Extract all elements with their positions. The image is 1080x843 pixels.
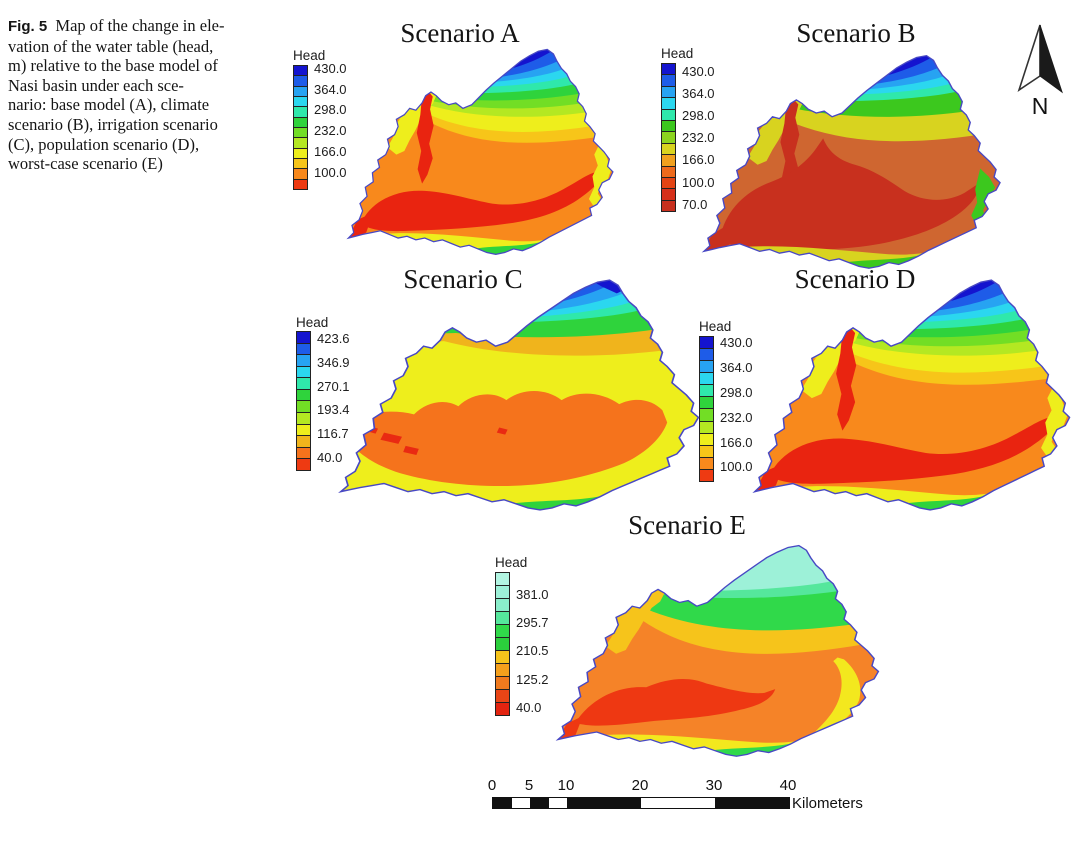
legend-title: Head [296,315,329,330]
legend-value: 210.5 [516,643,549,659]
legend-value: 116.7 [317,426,349,442]
scale-tick: 5 [524,777,534,794]
legend-value: 166.0 [682,152,715,168]
legend-value: 100.0 [314,164,347,180]
title-scenario-b: Scenario B [796,18,916,48]
legend-scenario-d: Head 430.0 364.0 298.0 232.0 166.0 100.0 [699,319,753,482]
caption-line: Nasi basin under each sce- [8,75,184,95]
caption-line: (C), population scenario (D), [8,134,200,154]
legend-value: 270.1 [317,378,350,394]
caption-line: nario: base model (A), climate [8,95,210,115]
title-scenario-a: Scenario A [400,18,520,48]
map-scenario-b [703,54,1001,269]
legend-value: 423.6 [317,331,350,347]
legend-value: 125.2 [516,671,549,687]
legend-scenario-b: Head 430.0 364.0 298.0 232.0 166.0 100.0… [661,46,715,212]
legend-value: 430.0 [314,60,347,76]
legend-colorbar [293,65,308,190]
legend-value: 232.0 [720,409,753,425]
legend-value: 364.0 [314,81,347,97]
figure-caption: Fig. 5 Map of the change in ele- vation … [8,16,288,174]
legend-value: 364.0 [682,85,715,101]
legend-value: 295.7 [516,615,549,631]
title-scenario-c: Scenario C [403,264,523,294]
legend-value: 381.0 [516,586,549,602]
legend-value: 166.0 [314,144,347,160]
caption-line: vation of the water table (head, [8,36,214,56]
caption-line: scenario (B), irrigation scenario [8,114,218,134]
legend-value: 70.0 [682,196,708,212]
legend-colorbar [495,572,510,716]
title-scenario-e: Scenario E [628,510,746,540]
map-scenario-a [347,48,614,256]
legend-value: 193.4 [317,402,350,418]
legend-value: 40.0 [317,449,343,465]
legend-value: 298.0 [682,107,715,123]
map-scenario-d [754,279,1071,511]
legend-value: 40.0 [516,700,542,716]
title-scenario-d: Scenario D [794,264,916,294]
legend-colorbar [699,336,714,482]
legend-scenario-e: Head 381.0 295.7 210.5 125.2 40.0 [495,555,549,716]
legend-value: 100.0 [720,459,753,475]
north-arrow-icon [1017,24,1063,94]
caption-line: m) relative to the base model of [8,56,218,76]
legend-scenario-c: Head 423.6 346.9 270.1 193.4 116.7 40.0 [296,315,350,471]
legend-value: 298.0 [720,384,753,400]
legend-title: Head [293,48,326,63]
legend-colorbar [661,63,676,212]
legend-value: 232.0 [314,123,347,139]
scale-bar [492,797,790,809]
legend-title: Head [699,319,732,334]
caption-line: worst-case scenario (E) [8,154,163,174]
legend-scenario-a: Head 430.0 364.0 298.0 232.0 166.0 100.0 [293,48,347,190]
caption-line: Fig. 5 Map of the change in ele- [8,16,225,35]
legend-value: 232.0 [682,130,715,146]
scale-tick: 20 [631,777,649,794]
legend-value: 430.0 [720,334,753,350]
legend-value: 100.0 [682,174,715,190]
legend-colorbar [296,331,311,471]
legend-value: 364.0 [720,359,753,375]
scale-tick: 40 [779,777,797,794]
figure-label: Fig. 5 [8,18,48,35]
legend-value: 430.0 [682,63,715,79]
scale-tick: 10 [557,777,575,794]
map-scenario-e [557,544,880,758]
scale-unit-label: Kilometers [792,795,863,812]
legend-title: Head [495,555,528,570]
legend-value: 346.9 [317,355,350,371]
map-scenario-c [339,279,700,511]
north-label: N [1031,93,1049,119]
legend-value: 298.0 [314,102,347,118]
scale-tick: 0 [487,777,497,794]
legend-title: Head [661,46,694,61]
legend-value: 166.0 [720,434,753,450]
scale-tick: 30 [705,777,723,794]
